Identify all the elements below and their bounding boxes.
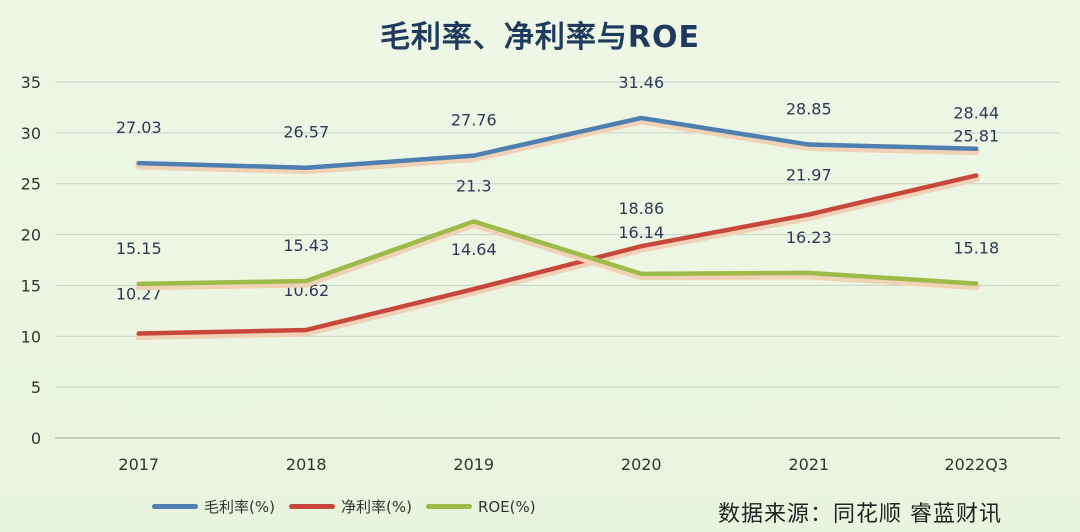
- legend-item-roe: ROE(%): [425, 497, 536, 516]
- y-tick-label: 10: [21, 327, 41, 346]
- data-label: 28.44: [953, 104, 999, 123]
- series-shadow-1: [135, 174, 980, 341]
- series-line-0: [136, 115, 979, 170]
- data-label: 16.14: [618, 223, 664, 242]
- data-label: 28.85: [786, 100, 832, 119]
- data-label: 26.57: [283, 123, 329, 142]
- y-tick-label: 25: [21, 175, 41, 194]
- legend-item-gross-margin: 毛利率(%): [152, 496, 275, 517]
- series-shadow-0: [135, 117, 980, 175]
- y-tick-label: 35: [21, 73, 41, 92]
- x-tick-label: 2018: [286, 455, 327, 474]
- data-label: 27.03: [116, 118, 162, 137]
- x-tick-label: 2017: [118, 455, 159, 474]
- y-tick-label: 15: [21, 276, 41, 295]
- x-tick-label: 2020: [621, 455, 662, 474]
- series-line-2: [136, 219, 979, 287]
- y-tick-label: 0: [31, 429, 41, 448]
- legend-label-net-margin: 净利率(%): [340, 498, 412, 516]
- data-label: 14.64: [451, 240, 497, 259]
- data-source-note: 数据来源：同花顺 睿蓝财讯: [718, 502, 1002, 527]
- legend-swatch-net-margin: [288, 504, 335, 509]
- y-tick-label: 30: [21, 124, 41, 143]
- data-label: 25.81: [953, 126, 999, 145]
- data-label: 21.3: [456, 176, 492, 195]
- y-tick-label: 5: [31, 378, 41, 397]
- data-label: 21.97: [786, 166, 832, 185]
- series-line-1: [136, 173, 979, 336]
- data-label: 15.15: [116, 239, 162, 258]
- legend-label-roe: ROE(%): [477, 497, 536, 516]
- legend-item-net-margin: 净利率(%): [288, 496, 412, 517]
- data-label: 31.46: [618, 73, 664, 92]
- series-shadow-2: [135, 220, 980, 291]
- x-tick-label: 2021: [788, 455, 829, 474]
- chart-title: 毛利率、净利率与ROE: [379, 20, 701, 55]
- legend-swatch-gross-margin: [152, 504, 198, 509]
- data-label: 27.76: [451, 111, 497, 130]
- data-label: 15.43: [283, 236, 329, 255]
- legend-label-gross-margin: 毛利率(%): [204, 498, 275, 516]
- chart-legend: 毛利率(%) 净利率(%) ROE(%): [152, 496, 536, 517]
- legend-swatch-roe: [425, 504, 472, 509]
- x-tick-label: 2022Q3: [945, 455, 1009, 474]
- x-tick-label: 2019: [453, 455, 494, 474]
- data-label: 15.18: [953, 239, 999, 258]
- y-tick-label: 20: [21, 226, 41, 245]
- data-label: 16.23: [786, 228, 832, 247]
- data-label: 18.86: [618, 199, 664, 218]
